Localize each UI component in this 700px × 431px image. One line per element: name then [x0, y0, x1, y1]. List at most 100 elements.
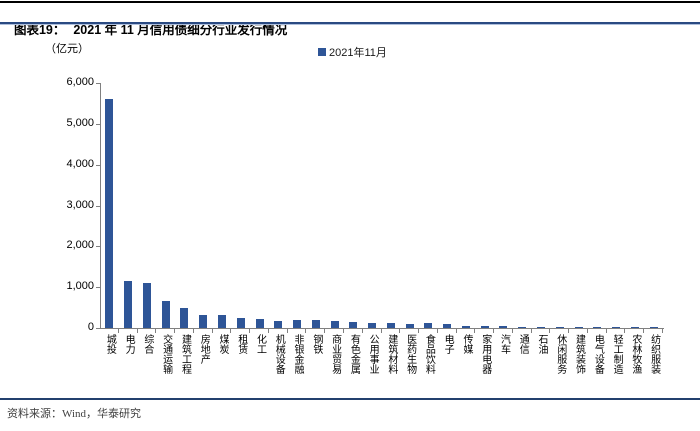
x-axis-label: 传媒 — [460, 334, 472, 354]
x-axis-tick — [192, 329, 194, 333]
plot-area — [100, 83, 664, 329]
x-axis-label: 钢铁 — [310, 334, 322, 354]
x-axis-label: 轻工制造 — [611, 334, 623, 374]
bar — [368, 323, 377, 328]
x-axis-label: 城投 — [104, 334, 116, 354]
bar — [593, 327, 602, 328]
x-axis-tick — [117, 329, 119, 333]
x-axis-label: 医药生物 — [404, 334, 416, 374]
bar — [649, 327, 658, 328]
y-axis-tick-label: 0 — [87, 321, 94, 333]
bar — [424, 323, 433, 328]
top-divider — [0, 1, 700, 3]
header-divider-light — [0, 24, 700, 25]
x-axis-label: 电气设备 — [592, 334, 604, 374]
x-axis-tick — [230, 329, 232, 333]
x-axis-label: 通信 — [517, 334, 529, 354]
bar — [199, 315, 208, 328]
y-axis-tick-label: 1,000 — [66, 280, 94, 293]
x-axis-tick — [511, 329, 513, 333]
bar — [574, 327, 583, 328]
bar — [555, 327, 564, 328]
x-axis-label: 化工 — [254, 334, 266, 354]
header-divider-dark — [0, 22, 700, 24]
bar — [461, 326, 470, 328]
bar — [630, 327, 639, 328]
x-axis-tick — [662, 329, 663, 333]
y-axis-tick — [96, 287, 100, 289]
x-axis-tick — [155, 329, 157, 333]
chart-legend: 2021年11月 — [318, 44, 387, 60]
x-axis-tick — [418, 329, 420, 333]
x-axis-tick — [286, 329, 288, 333]
x-axis-label: 综合 — [141, 334, 153, 354]
x-axis-tick — [399, 329, 401, 333]
x-axis-tick — [624, 329, 626, 333]
y-axis-tick-label: 3,000 — [66, 198, 94, 211]
bar — [518, 327, 527, 328]
x-axis-tick — [174, 329, 176, 333]
x-axis-label: 休闲服务 — [554, 334, 566, 374]
x-axis-tick — [267, 329, 269, 333]
figure-number: 图表19： — [13, 23, 66, 37]
header-divider — [0, 22, 700, 25]
x-axis-label: 房地产 — [198, 334, 210, 364]
bar — [105, 99, 114, 328]
x-axis-label: 石油 — [536, 334, 548, 354]
x-axis-label: 农林牧渔 — [629, 334, 641, 374]
y-axis-tick — [96, 246, 100, 248]
x-axis-tick — [324, 329, 326, 333]
x-axis-tick — [586, 329, 588, 333]
x-axis-tick — [493, 329, 495, 333]
x-axis-label: 电力 — [123, 334, 135, 354]
bar — [386, 323, 395, 328]
x-axis-tick — [305, 329, 307, 333]
x-axis-tick — [249, 329, 251, 333]
bar — [499, 326, 508, 328]
x-axis-label: 有色金属 — [348, 334, 360, 374]
x-axis-label: 公用事业 — [367, 334, 379, 374]
x-axis-label: 电子 — [442, 334, 454, 354]
x-axis-tick — [436, 329, 438, 333]
x-axis-label: 建筑装饰 — [573, 334, 585, 374]
x-axis-tick — [643, 329, 645, 333]
y-axis-tick-label: 2,000 — [66, 239, 94, 252]
bar — [124, 281, 133, 328]
bar — [274, 321, 283, 328]
bar — [612, 327, 621, 328]
legend-label: 2021年11月 — [329, 47, 387, 59]
footer-divider — [0, 398, 700, 400]
x-axis-label: 租赁 — [235, 334, 247, 354]
x-axis-label: 汽车 — [498, 334, 510, 354]
x-axis-tick — [455, 329, 457, 333]
x-axis-tick — [380, 329, 382, 333]
y-axis-tick — [96, 205, 100, 207]
y-axis-tick — [96, 164, 100, 166]
source-note: 资料来源：Wind，华泰研究 — [7, 408, 141, 420]
bar — [330, 321, 339, 328]
x-axis-label: 食品饮料 — [423, 334, 435, 374]
bar — [405, 324, 414, 328]
x-axis-tick — [342, 329, 344, 333]
bar — [537, 327, 546, 328]
bar — [180, 308, 189, 328]
bar — [255, 319, 264, 328]
bar — [480, 326, 489, 328]
x-axis-tick — [568, 329, 570, 333]
bar — [349, 322, 358, 328]
y-axis-unit-label: （亿元） — [45, 43, 89, 55]
x-axis-tick — [474, 329, 476, 333]
y-axis-tick-label: 5,000 — [66, 116, 94, 129]
figure-header: 图表19： 2021 年 11 月信用债细分行业发行情况 — [7, 5, 287, 38]
bar — [293, 320, 302, 328]
x-axis-label: 建筑材料 — [385, 334, 397, 374]
x-axis-tick — [136, 329, 138, 333]
y-axis-tick — [96, 123, 100, 125]
bar — [236, 318, 245, 328]
bar — [142, 283, 151, 328]
x-axis-tick — [211, 329, 213, 333]
x-axis-label: 煤炭 — [216, 334, 228, 354]
x-axis-label: 机械设备 — [273, 334, 285, 374]
x-axis-label: 商业贸易 — [329, 334, 341, 374]
x-axis-label: 纺织服装 — [648, 334, 660, 374]
